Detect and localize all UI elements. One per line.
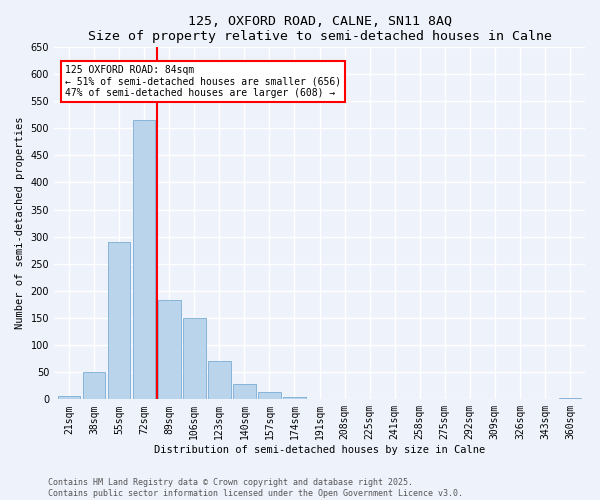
Bar: [158, 300, 181, 400]
Bar: [133, 120, 155, 400]
Y-axis label: Number of semi-detached properties: Number of semi-detached properties: [15, 117, 25, 330]
Bar: [183, 318, 206, 400]
Bar: [308, 399, 331, 400]
Title: 125, OXFORD ROAD, CALNE, SN11 8AQ
Size of property relative to semi-detached hou: 125, OXFORD ROAD, CALNE, SN11 8AQ Size o…: [88, 15, 551, 43]
X-axis label: Distribution of semi-detached houses by size in Calne: Distribution of semi-detached houses by …: [154, 445, 485, 455]
Bar: [233, 384, 256, 400]
Text: 125 OXFORD ROAD: 84sqm
← 51% of semi-detached houses are smaller (656)
47% of se: 125 OXFORD ROAD: 84sqm ← 51% of semi-det…: [65, 64, 341, 98]
Bar: [58, 396, 80, 400]
Bar: [83, 372, 106, 400]
Bar: [258, 392, 281, 400]
Text: Contains HM Land Registry data © Crown copyright and database right 2025.
Contai: Contains HM Land Registry data © Crown c…: [48, 478, 463, 498]
Bar: [208, 362, 230, 400]
Bar: [559, 398, 581, 400]
Bar: [283, 397, 306, 400]
Bar: [108, 242, 130, 400]
